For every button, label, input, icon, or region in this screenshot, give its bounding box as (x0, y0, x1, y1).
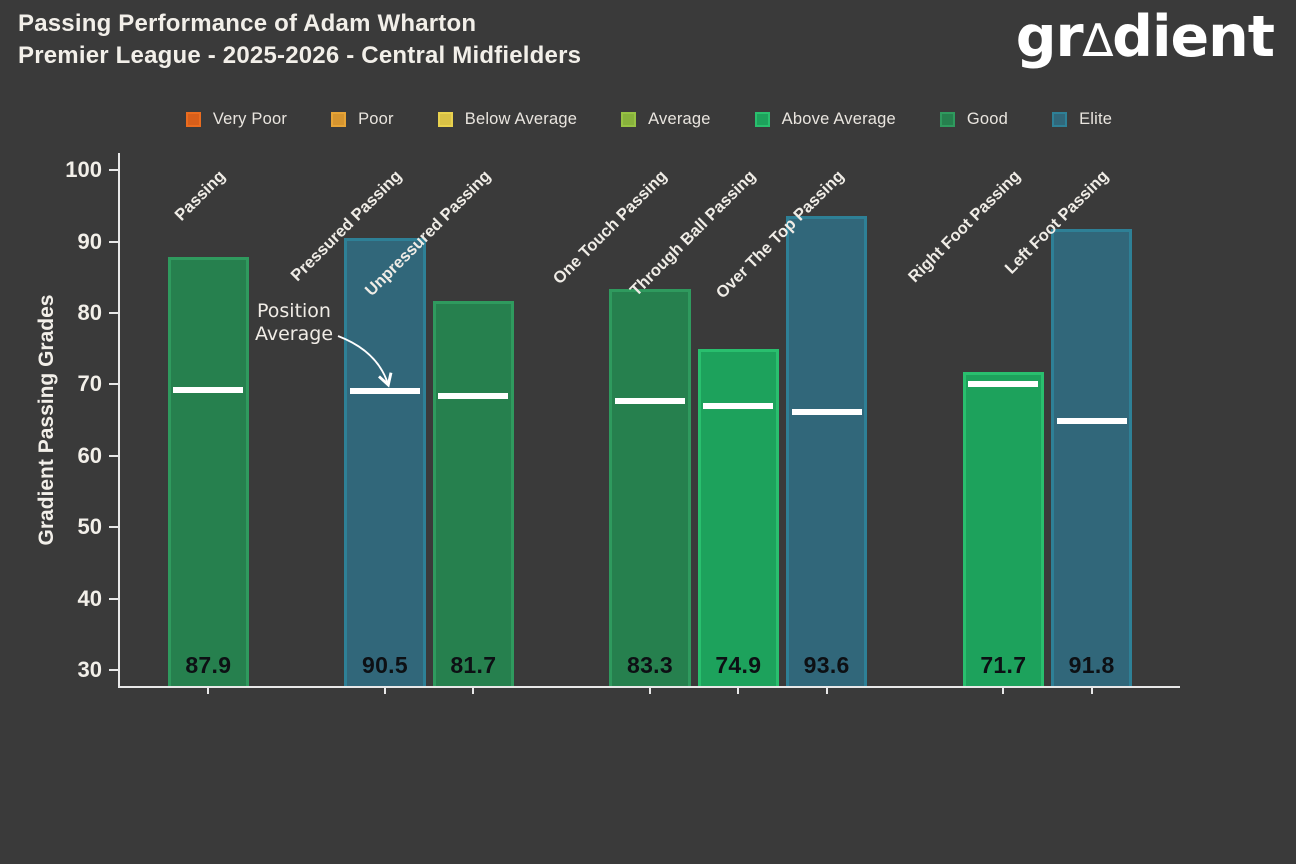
x-tick-mark (472, 686, 475, 694)
legend-item-good: Good (939, 110, 1009, 129)
bar-value-label: 83.3 (627, 652, 673, 678)
bar-over-the-top-passing: 93.6 (786, 215, 868, 686)
legend-item-elite: Elite (1052, 110, 1112, 129)
bar-value-label: 91.8 (1068, 652, 1115, 678)
legend-label: Average (648, 110, 711, 128)
position-average-annotation: Position Average (244, 300, 344, 346)
x-tick-mark (649, 686, 651, 694)
y-tick-mark (109, 383, 118, 386)
legend-item-average: Average (621, 110, 711, 129)
legend-item-above-average: Above Average (754, 110, 896, 129)
chart-title: Passing Performance of Adam Wharton (18, 10, 477, 37)
bar-right-foot-passing: 71.7 (962, 372, 1044, 686)
legend-swatch-icon (621, 112, 637, 127)
y-tick-label: 40 (77, 585, 102, 611)
y-tick-mark (109, 240, 118, 243)
y-tick-mark (109, 668, 118, 671)
y-tick-label: 60 (77, 442, 102, 468)
position-average-line (173, 387, 244, 394)
legend-item-below-average: Below Average (437, 110, 578, 129)
position-average-line (615, 398, 685, 405)
legend-swatch-icon (185, 112, 201, 127)
x-tick-mark (384, 686, 386, 694)
bar-passing: 87.9 (167, 256, 249, 686)
bar-left-foot-passing: 91.8 (1051, 228, 1133, 686)
legend-label: Above Average (781, 110, 896, 128)
bar-value-label: 93.6 (803, 652, 850, 678)
legend-swatch-icon (754, 112, 770, 127)
legend-item-very-poor: Very Poor (185, 110, 288, 129)
bar-value-label: 81.7 (450, 652, 497, 678)
bar-one-touch-passing: 83.3 (609, 289, 691, 686)
chart-subtitle: Premier League - 2025-2026 - Central Mid… (18, 42, 582, 70)
logo-triangle-icon: ∆ (1082, 14, 1113, 67)
bar-value-label: 74.9 (715, 652, 762, 678)
logo-text-suffix: dient (1112, 4, 1275, 70)
plot-area: 30 40 50 60 70 80 90 100 87.9 Passing 90.5 Pressure… (65, 153, 1180, 694)
gradient-logo: gr∆dient (1015, 4, 1275, 70)
y-tick-mark (109, 311, 118, 314)
y-tick-label: 30 (77, 656, 102, 682)
legend-label: Below Average (464, 110, 578, 128)
legend-swatch-icon (1052, 112, 1068, 127)
y-tick-mark (109, 597, 118, 600)
bar-value-label: 87.9 (185, 652, 232, 678)
bar-value-label: 90.5 (362, 652, 408, 678)
position-average-line (791, 409, 862, 416)
y-tick-label: 80 (77, 299, 102, 325)
y-tick-label: 50 (77, 514, 102, 540)
x-tick-mark (1090, 686, 1093, 694)
x-tick-mark (825, 686, 828, 694)
y-tick-label: 90 (77, 228, 102, 254)
y-axis-title: Gradient Passing Grades (35, 294, 58, 546)
bar-through-ball-passing: 74.9 (697, 349, 779, 686)
x-category-label: Passing (171, 167, 230, 225)
legend-label: Poor (358, 110, 394, 128)
legend-label: Good (966, 110, 1009, 128)
bar-value-label: 71.7 (980, 652, 1027, 678)
x-tick-mark (737, 686, 740, 694)
y-tick-label: 70 (77, 371, 102, 397)
annotation-line2: Average (254, 322, 334, 345)
position-average-line (1056, 417, 1127, 424)
legend-swatch-icon (939, 112, 955, 127)
legend-label: Elite (1079, 110, 1113, 128)
y-tick-mark (109, 454, 118, 457)
x-tick-mark (1002, 686, 1005, 694)
x-tick-mark (207, 686, 210, 694)
position-average-line (438, 392, 509, 399)
bar-unpressured-passing: 81.7 (432, 300, 514, 686)
y-tick-label: 100 (65, 157, 102, 183)
y-tick-mark (109, 526, 118, 529)
annotation-line1: Position (257, 300, 331, 322)
legend-label: Very Poor (212, 110, 288, 128)
legend: Very Poor Poor Below Average Average Above A… (118, 110, 1180, 129)
chart-title-block: Passing Performance of Adam Wharton Prem… (18, 8, 581, 73)
legend-swatch-icon (437, 112, 453, 127)
position-average-line (350, 388, 420, 395)
position-average-line (968, 380, 1039, 387)
y-tick-mark (109, 169, 118, 172)
logo-text-prefix: gr (1015, 4, 1084, 70)
position-average-line (703, 403, 774, 410)
bar-pressured-passing: 90.5 (344, 237, 426, 686)
legend-item-poor: Poor (331, 110, 394, 129)
legend-swatch-icon (331, 112, 347, 127)
